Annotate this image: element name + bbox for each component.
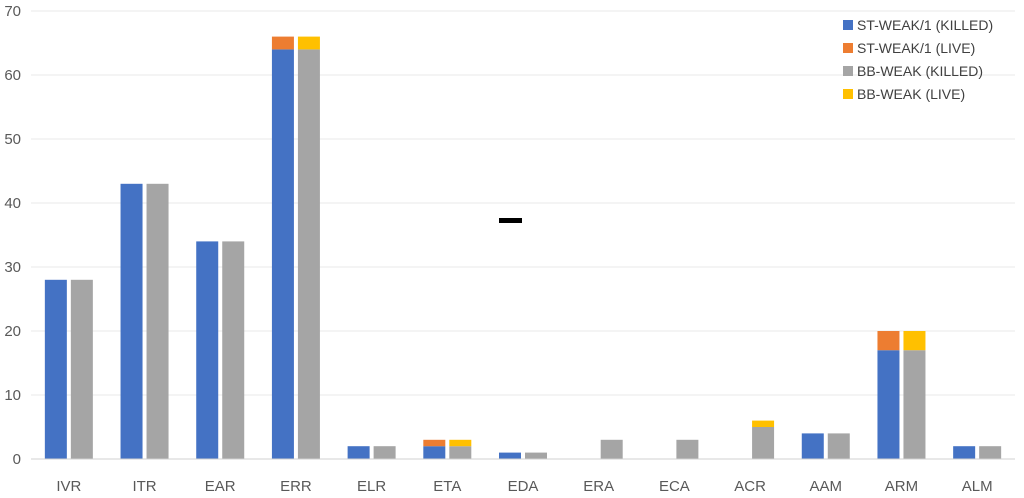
y-tick-label: 20: [4, 323, 21, 340]
bar-segment: [196, 241, 219, 459]
bar-segment: [953, 446, 976, 459]
y-tick-label: 40: [4, 195, 21, 212]
bars: [44, 36, 1002, 460]
x-tick-label: ACR: [734, 478, 766, 495]
tiny-marker: [499, 218, 522, 223]
legend-label: ST-WEAK/1 (KILLED): [857, 17, 993, 33]
x-axis-ticks: IVR ITR EAR ERR ELR ETA EDA ERA ECA ACR AAM ARM ALM: [56, 478, 992, 495]
y-tick-label: 70: [4, 3, 21, 20]
bar-segment: [120, 183, 143, 460]
x-tick-label: ETA: [433, 478, 461, 495]
y-tick-label: 0: [13, 451, 21, 468]
x-tick-label: ITR: [132, 478, 156, 495]
bar-segment: [297, 49, 320, 460]
y-axis-ticks: 0 10 20 30 40 50 60 70: [4, 3, 21, 468]
bar-segment: [827, 433, 850, 459]
x-tick-label: EDA: [508, 478, 539, 495]
bar-segment: [271, 49, 294, 460]
y-tick-label: 10: [4, 387, 21, 404]
bar-segment: [600, 439, 623, 459]
bar-segment: [271, 36, 294, 50]
bar-segment: [222, 241, 245, 459]
bar-segment: [449, 439, 472, 447]
legend-label: BB-WEAK (LIVE): [857, 86, 965, 102]
bar-segment: [347, 446, 370, 459]
gridlines: [31, 10, 1015, 396]
bar-segment: [449, 446, 472, 459]
bar-segment: [373, 446, 396, 459]
x-tick-label: IVR: [56, 478, 81, 495]
x-tick-label: ELR: [357, 478, 386, 495]
bar-segment: [297, 36, 320, 50]
bar-segment: [676, 439, 699, 459]
bar-segment: [423, 446, 446, 459]
bar-segment: [801, 433, 824, 459]
bar-segment: [877, 350, 900, 459]
x-tick-label: ARM: [885, 478, 918, 495]
y-tick-label: 30: [4, 259, 21, 276]
legend-label: BB-WEAK (KILLED): [857, 63, 983, 79]
legend-swatch: [843, 43, 853, 53]
bar-segment: [752, 427, 775, 459]
x-tick-label: ERA: [583, 478, 614, 495]
tiny-marker-box: [499, 218, 522, 223]
bar-segment: [877, 331, 900, 351]
y-tick-label: 50: [4, 131, 21, 148]
bar-segment: [146, 183, 169, 460]
bar-segment: [979, 446, 1002, 459]
x-tick-label: EAR: [205, 478, 236, 495]
bar-segment: [499, 452, 521, 459]
x-tick-label: ALM: [962, 478, 993, 495]
bar-segment: [752, 420, 775, 427]
x-tick-label: AAM: [810, 478, 843, 495]
y-tick-label: 60: [4, 67, 21, 84]
bar-segment: [44, 279, 67, 459]
legend-swatch: [843, 66, 853, 76]
x-tick-label: ECA: [659, 478, 690, 495]
legend: ST-WEAK/1 (KILLED) ST-WEAK/1 (LIVE) BB-WEA…: [843, 17, 993, 102]
bar-segment: [903, 350, 926, 459]
bar-segment: [70, 279, 93, 459]
legend-label: ST-WEAK/1 (LIVE): [857, 40, 975, 56]
bar-segment: [525, 452, 547, 459]
legend-swatch: [843, 89, 853, 99]
legend-swatch: [843, 20, 853, 30]
bar-segment: [903, 331, 926, 351]
bar-segment: [423, 439, 446, 447]
x-tick-label: ERR: [280, 478, 312, 495]
